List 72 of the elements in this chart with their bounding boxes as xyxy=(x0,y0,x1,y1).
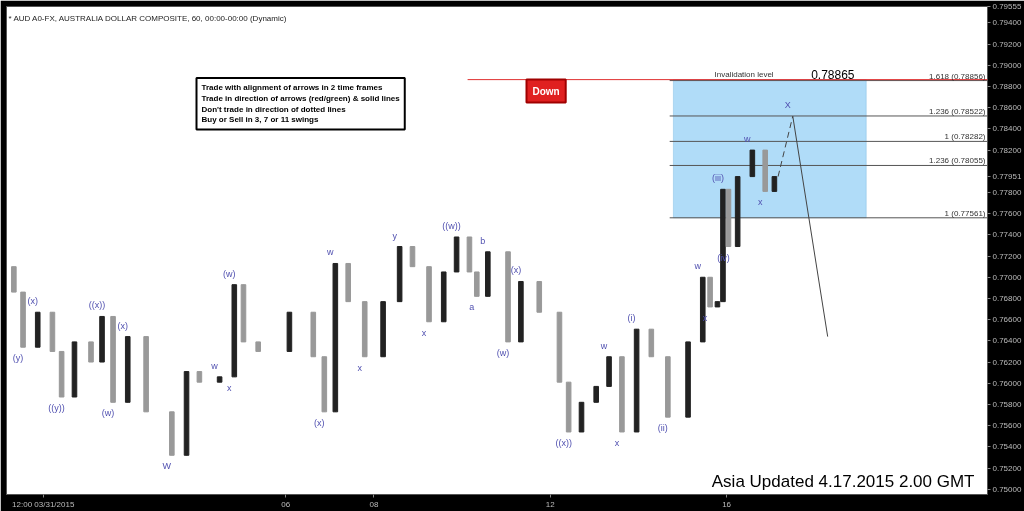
text: * AUD A0-FX, AUSTRALIA DOLLAR COMPOSITE, 60, 00:00-00:00 (Dynamic) xyxy=(8,13,287,23)
y-tick-label: 0.78800 xyxy=(992,82,1022,92)
annotation: (w) xyxy=(496,347,510,358)
candlestick xyxy=(409,246,416,268)
x-tick-label: 06 xyxy=(281,499,291,509)
annotation: a xyxy=(469,302,475,313)
annotation: (x) xyxy=(117,320,128,331)
y-tick-label: 0.79400 xyxy=(992,18,1022,28)
annotation: w xyxy=(326,247,335,258)
y-tick-label: 0.76800 xyxy=(992,293,1022,303)
annotation: x xyxy=(357,362,363,373)
y-tick-label: 0.76000 xyxy=(992,378,1022,388)
y-tick-label: 0.77600 xyxy=(992,209,1022,219)
annotation: ((y)) xyxy=(48,403,65,414)
y-tick-label: 0.77800 xyxy=(992,187,1022,197)
annotation: (w) xyxy=(223,268,236,279)
y-tick-label: 0.79200 xyxy=(992,39,1022,49)
y-tick-label: 0.75800 xyxy=(992,399,1022,409)
annotation: (w) xyxy=(101,408,115,419)
annotation: w xyxy=(210,360,219,371)
ref-line-label: 1 (0.77561) xyxy=(944,208,986,218)
annotation: ((x)) xyxy=(88,300,106,311)
annotation: (x) xyxy=(27,296,38,307)
candlestick xyxy=(88,341,94,363)
ref-line-label: 0.78865 xyxy=(811,67,855,82)
y-tick-label: 0.75000 xyxy=(992,484,1022,494)
annotation: X xyxy=(784,100,791,111)
x-tick-label: 16 xyxy=(722,499,732,509)
y-tick-label: 0.75200 xyxy=(992,463,1022,473)
y-tick-label: 0.78400 xyxy=(992,124,1022,134)
ref-line-label: 1.236 (0.78055) xyxy=(929,156,986,166)
annotation: (y) xyxy=(12,353,24,364)
y-tick-label: 0.77951 xyxy=(992,171,1022,181)
ref-line-label: 1.236 (0.78522) xyxy=(929,106,986,116)
y-tick-label: 0.79000 xyxy=(992,60,1022,70)
y-tick-label: 0.76200 xyxy=(992,357,1022,367)
y-tick-label: 0.77200 xyxy=(992,251,1022,261)
annotation: (i) xyxy=(627,313,636,324)
annotation: ((x)) xyxy=(555,437,572,448)
x-tick-label: 08 xyxy=(369,499,379,509)
y-tick-label: 0.75600 xyxy=(992,421,1022,431)
annotation: x xyxy=(702,312,708,323)
annotation: x xyxy=(227,382,233,393)
annotation: y xyxy=(392,230,398,241)
annotation: x xyxy=(757,197,763,208)
y-tick-label: 0.79555 xyxy=(992,2,1022,11)
annotation: b xyxy=(480,235,486,246)
annotation: w xyxy=(599,340,608,351)
y-tick-label: 0.77000 xyxy=(992,272,1022,282)
annotation: Down xyxy=(532,85,560,97)
y-tick-label: 0.75400 xyxy=(992,442,1022,452)
ref-line-label: 1.618 (0.78856) xyxy=(929,71,986,81)
y-tick-label: 0.78600 xyxy=(992,103,1022,113)
y-tick-label: 0.78200 xyxy=(992,145,1022,155)
annotation: W xyxy=(162,461,172,472)
annotation: (iii) xyxy=(711,173,724,184)
x-tick-label: 12:00 03/31/2015 xyxy=(12,499,75,509)
annotation: w xyxy=(693,261,702,272)
annotation: (x) xyxy=(510,265,522,276)
annotation: Trade with alignment of arrows in 2 time frames Trade in direction of arrows (red/green) & solid lines Don't trade in direction of dotted lines Buy or Sell in 3, 7 or 11 swings xyxy=(201,83,401,125)
y-tick-label: 0.77400 xyxy=(992,230,1022,240)
y-tick-label: 0.76600 xyxy=(992,315,1022,325)
x-tick-label: 12 xyxy=(545,499,556,509)
ref-line-label: 1 (0.78282) xyxy=(944,132,986,142)
annotation: (ii) xyxy=(657,423,668,434)
annotation: ((w)) xyxy=(442,220,461,231)
annotation: x xyxy=(421,327,427,338)
annotation: Invalidation level xyxy=(714,69,774,79)
y-tick-label: 0.76400 xyxy=(992,336,1022,346)
annotation: Asia Updated 4.17.2015 2.00 GMT xyxy=(711,471,975,491)
annotation: x xyxy=(614,437,620,448)
annotation: (x) xyxy=(314,417,325,428)
